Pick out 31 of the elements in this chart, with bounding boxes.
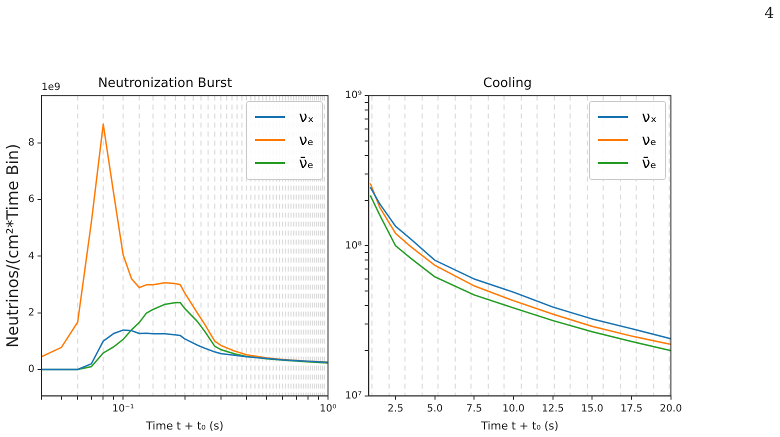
legend-label: νₑ <box>298 131 314 150</box>
legend-label: νₑ <box>642 131 656 150</box>
y-tick-label: 8 <box>28 137 35 148</box>
x-axis-title: Time t + t₀ (s) <box>480 419 559 432</box>
x-tick-label: 10⁰ <box>320 403 336 414</box>
x-tick-label: 12.5 <box>542 403 564 414</box>
x-tick-label: 2.5 <box>388 403 404 414</box>
y-tick-label: 6 <box>28 194 35 206</box>
y-tick-label: 10⁷ <box>345 390 362 402</box>
text: 4 <box>764 4 774 22</box>
legend-label: νₓ <box>298 108 314 126</box>
y-tick-label: 4 <box>28 250 35 262</box>
x-axis-title: Time t + t₀ (s) <box>145 419 224 432</box>
x-tick-label: 20.0 <box>660 403 682 414</box>
text: 1e9 <box>42 82 60 94</box>
x-tick-label: 17.5 <box>620 403 643 414</box>
x-tick-label: 10⁻¹ <box>112 403 134 414</box>
legend-label: ν̄ₑ <box>642 154 656 172</box>
x-tick-label: 5.0 <box>426 403 443 414</box>
x-tick-label: 7.5 <box>466 403 482 414</box>
x-tick-label: 10.0 <box>502 403 525 414</box>
y-axis-title: Neutrinos/(cm²*Time Bin) <box>2 144 22 348</box>
y-tick-label: 2 <box>28 307 35 318</box>
x-tick-label: 15.0 <box>581 403 604 414</box>
y-tick-label: 10⁹ <box>345 90 362 102</box>
chart-title: Cooling <box>483 76 532 92</box>
chart-title: Neutronization Burst <box>98 76 232 92</box>
legend-label: ν̄ₑ <box>298 154 314 172</box>
y-tick-label: 0 <box>28 364 35 376</box>
y-tick-label: 10⁸ <box>345 240 362 252</box>
legend-label: νₓ <box>642 108 657 126</box>
